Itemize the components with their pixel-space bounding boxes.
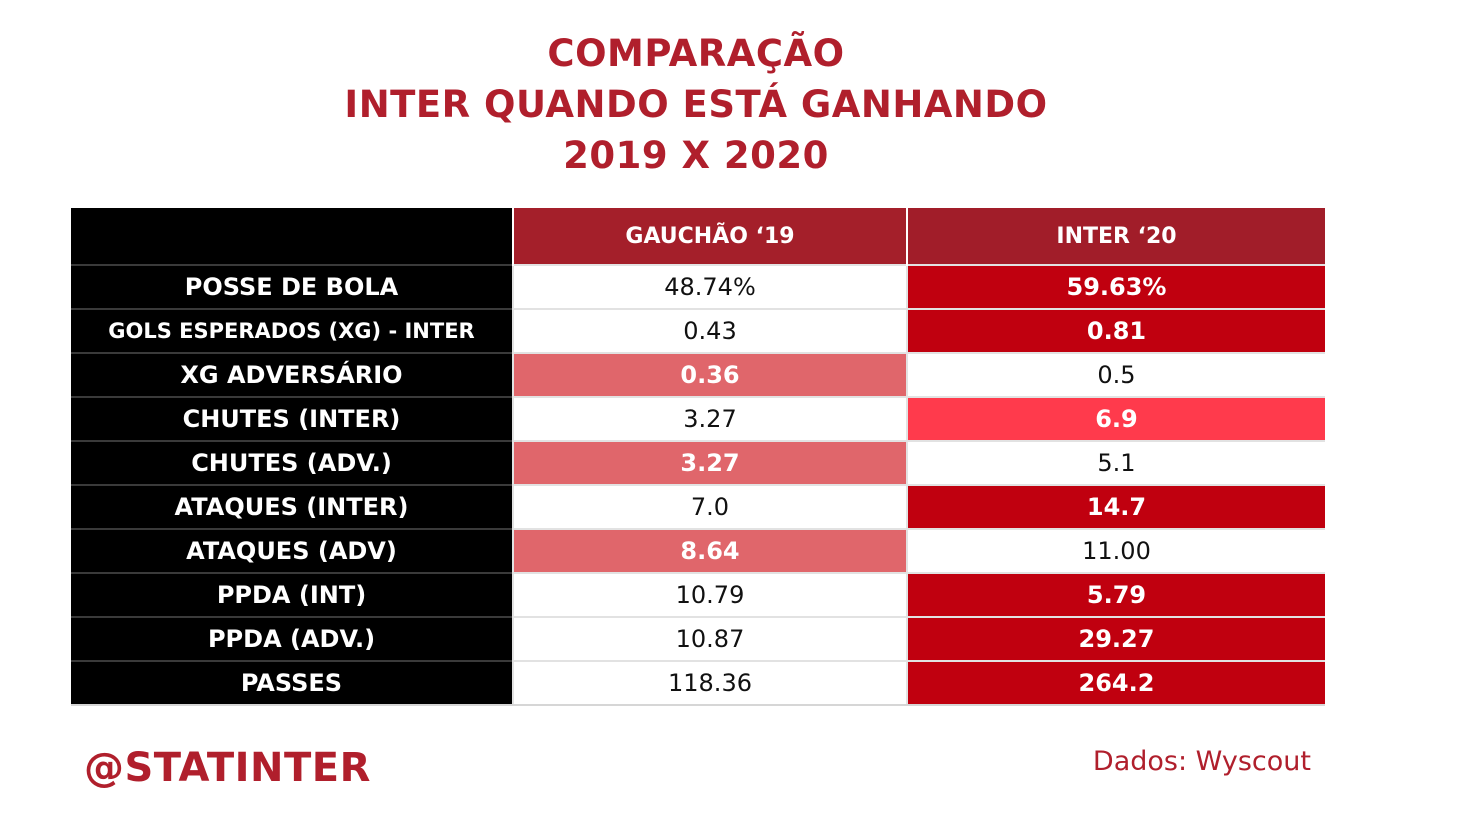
- title-line-2: INTER QUANDO ESTÁ GANHANDO: [344, 83, 1048, 126]
- value-gauchao-2019: 0.43: [512, 308, 907, 353]
- table-header-row: GAUCHÃO ‘19 INTER ‘20: [71, 208, 1325, 265]
- value-inter-2020: 11.00: [906, 528, 1325, 573]
- table-row: POSSE DE BOLA 48.74% 59.63%: [71, 264, 1325, 309]
- value-gauchao-2019: 3.27: [512, 440, 907, 485]
- row-label: XG ADVERSÁRIO: [71, 352, 513, 397]
- value-inter-2020: 29.27: [906, 616, 1325, 661]
- row-label: CHUTES (INTER): [71, 396, 513, 441]
- header-gauchao-2019: GAUCHÃO ‘19: [512, 208, 907, 265]
- table-row: ATAQUES (INTER) 7.0 14.7: [71, 484, 1325, 529]
- value-gauchao-2019: 7.0: [512, 484, 907, 529]
- row-label: PASSES: [71, 660, 513, 706]
- row-label: POSSE DE BOLA: [71, 264, 513, 309]
- twitter-handle: @STATINTER: [84, 745, 371, 791]
- title-line-3: 2019 X 2020: [563, 134, 829, 177]
- value-inter-2020: 59.63%: [906, 264, 1325, 309]
- table-row: XG ADVERSÁRIO 0.36 0.5: [71, 352, 1325, 397]
- value-inter-2020: 0.81: [906, 308, 1325, 353]
- value-inter-2020: 0.5: [906, 352, 1325, 397]
- row-label: ATAQUES (ADV): [71, 528, 513, 573]
- value-gauchao-2019: 3.27: [512, 396, 907, 441]
- table-row: PASSES 118.36 264.2: [71, 660, 1325, 706]
- value-gauchao-2019: 10.87: [512, 616, 907, 661]
- row-label: PPDA (INT): [71, 572, 513, 617]
- row-label: PPDA (ADV.): [71, 616, 513, 661]
- value-inter-2020: 264.2: [906, 660, 1325, 706]
- header-blank-cell: [71, 208, 513, 265]
- value-inter-2020: 6.9: [906, 396, 1325, 441]
- data-source: Dados: Wyscout: [1092, 746, 1311, 777]
- header-inter-2020: INTER ‘20: [906, 208, 1325, 265]
- table-row: CHUTES (INTER) 3.27 6.9: [71, 396, 1325, 441]
- value-gauchao-2019: 10.79: [512, 572, 907, 617]
- title-line-1: COMPARAÇÃO: [547, 32, 845, 75]
- table-row: GOLS ESPERADOS (XG) - INTER 0.43 0.81: [71, 308, 1325, 353]
- table-row: ATAQUES (ADV) 8.64 11.00: [71, 528, 1325, 573]
- comparison-table: GAUCHÃO ‘19 INTER ‘20 POSSE DE BOLA 48.74…: [71, 208, 1325, 706]
- table-body: POSSE DE BOLA 48.74% 59.63% GOLS ESPERADOS …: [71, 264, 1325, 706]
- value-inter-2020: 14.7: [906, 484, 1325, 529]
- value-inter-2020: 5.1: [906, 440, 1325, 485]
- value-gauchao-2019: 0.36: [512, 352, 907, 397]
- value-gauchao-2019: 118.36: [512, 660, 907, 706]
- row-label: ATAQUES (INTER): [71, 484, 513, 529]
- value-inter-2020: 5.79: [906, 572, 1325, 617]
- row-label: GOLS ESPERADOS (XG) - INTER: [71, 308, 513, 353]
- row-label: CHUTES (ADV.): [71, 440, 513, 485]
- table-row: CHUTES (ADV.) 3.27 5.1: [71, 440, 1325, 485]
- page-title: COMPARAÇÃO INTER QUANDO ESTÁ GANHANDO 20…: [0, 28, 1392, 181]
- table-row: PPDA (ADV.) 10.87 29.27: [71, 616, 1325, 661]
- table-row: PPDA (INT) 10.79 5.79: [71, 572, 1325, 617]
- value-gauchao-2019: 8.64: [512, 528, 907, 573]
- value-gauchao-2019: 48.74%: [512, 264, 907, 309]
